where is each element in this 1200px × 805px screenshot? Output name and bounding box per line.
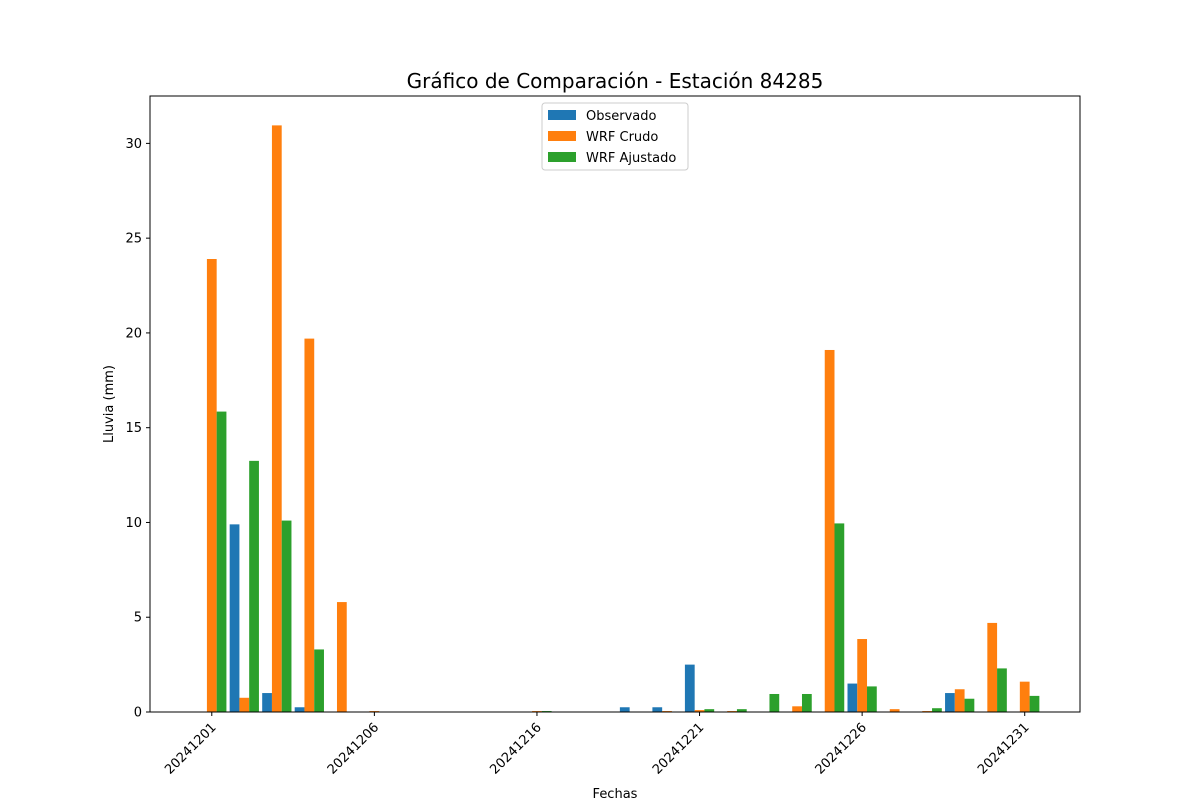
chart-title: Gráfico de Comparación - Estación 84285: [407, 69, 824, 93]
y-tick-label: 30: [125, 137, 142, 152]
bar-wrf-ajustado-20241225: [834, 523, 845, 712]
bar-wrf-ajustado-20241228: [932, 708, 942, 712]
y-tick-label: 10: [125, 516, 142, 531]
legend-swatch-wrf-crudo: [548, 131, 576, 141]
bar-observado-20241229: [945, 693, 955, 712]
x-tick-label: 20241206: [325, 720, 382, 777]
x-tick-label: 20241231: [975, 720, 1032, 777]
y-axis-label: Lluvia (mm): [102, 365, 117, 443]
bar-wrf-ajustado-20241204: [314, 649, 324, 712]
bar-wrf-crudo-20241201: [206, 259, 217, 712]
bar-observado-20241202: [229, 524, 240, 712]
x-tick-label: 20241226: [813, 720, 870, 777]
x-axis-label: Fechas: [593, 787, 638, 800]
bar-observado-20241220: [652, 707, 663, 712]
bar-wrf-crudo-20241231: [1019, 681, 1030, 712]
bar-observado-20241204: [294, 707, 305, 712]
bar-wrf-crudo-20241229: [954, 689, 965, 712]
y-tick-label: 0: [134, 706, 142, 721]
bars-layer: [206, 125, 1040, 712]
bar-observado-20241203: [262, 693, 272, 712]
bar-wrf-crudo-20241202: [239, 697, 250, 712]
bar-wrf-crudo-20241227: [889, 709, 900, 712]
legend-label-observado: Observado: [586, 109, 657, 124]
legend: Observado WRF Crudo WRF Ajustado: [541, 102, 689, 171]
bar-wrf-ajustado-20241221: [704, 709, 715, 712]
y-tick-label: 15: [125, 421, 142, 436]
x-tick-label: 20241216: [487, 720, 544, 777]
plot-frame: [149, 95, 1081, 713]
bar-wrf-ajustado-20241229: [964, 698, 975, 712]
bar-wrf-crudo-20241221: [694, 710, 705, 712]
bar-observado-20241221: [684, 664, 695, 712]
bar-wrf-ajustado-20241222: [736, 709, 747, 712]
y-tick-label: 25: [125, 232, 142, 247]
bar-wrf-crudo-20241203: [271, 125, 282, 712]
bar-observado-20241219: [619, 707, 630, 712]
bar-wrf-ajustado-20241201: [216, 411, 227, 712]
legend-label-wrf-crudo: WRF Crudo: [586, 130, 658, 145]
bar-observado-20241226: [847, 683, 858, 712]
y-tick-label: 5: [134, 611, 142, 626]
bar-wrf-ajustado-20241202: [249, 460, 259, 712]
x-tick-label: 20241221: [650, 720, 707, 777]
bar-wrf-ajustado-20241230: [997, 668, 1007, 712]
bar-wrf-crudo-20241230: [987, 622, 998, 712]
bar-wrf-crudo-20241204: [304, 338, 315, 712]
bar-wrf-crudo-20241205: [336, 602, 347, 712]
bar-wrf-ajustado-20241224: [801, 693, 812, 712]
bar-wrf-ajustado-20241226: [867, 686, 877, 712]
y-axis: 0 5 10 15 20 25 30: [125, 137, 150, 721]
bar-wrf-crudo-20241225: [824, 349, 835, 712]
legend-swatch-wrf-ajustado: [548, 152, 576, 162]
bar-wrf-crudo-20241224: [792, 706, 802, 712]
legend-swatch-observado: [548, 110, 576, 120]
legend-label-wrf-ajustado: WRF Ajustado: [586, 151, 676, 166]
bar-wrf-ajustado-20241203: [281, 520, 292, 712]
x-tick-label: 20241201: [162, 720, 219, 777]
y-tick-label: 20: [125, 326, 142, 341]
bar-wrf-ajustado-20241223: [769, 693, 780, 712]
bar-wrf-ajustado-20241231: [1029, 695, 1040, 712]
legend-box: [541, 102, 689, 171]
bar-wrf-crudo-20241226: [857, 639, 868, 712]
x-axis: 20241201 20241206 20241216 20241221 20241226…: [162, 712, 1033, 778]
